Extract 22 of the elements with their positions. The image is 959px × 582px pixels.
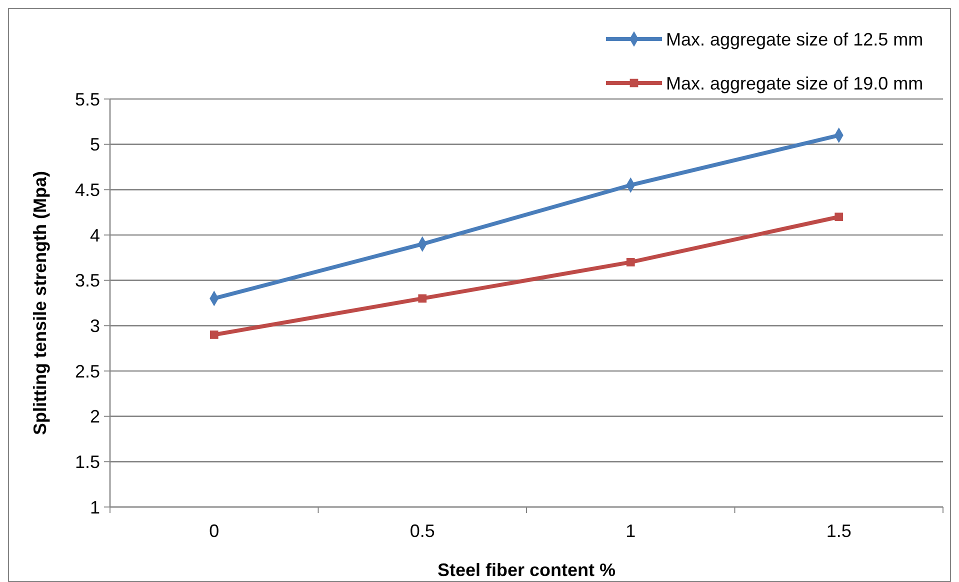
- y-tick-label: 4.5: [74, 180, 100, 200]
- y-tick-label: 3.5: [74, 270, 100, 291]
- y-tick-label: 3: [90, 316, 100, 336]
- x-tick-label: 1: [626, 521, 636, 541]
- x-tick-label: 0: [209, 521, 220, 541]
- point: [210, 330, 218, 339]
- y-tick-label: 1.5: [74, 452, 100, 472]
- point: [834, 212, 844, 222]
- y-tick-label: 5.5: [74, 89, 100, 110]
- x-tick-label: 1.5: [826, 521, 852, 541]
- y-axis-title: Splitting tensile strength (Mpa): [30, 170, 50, 435]
- y-tick-label: 2.5: [74, 361, 100, 382]
- y-tick-label: 2: [90, 406, 100, 427]
- x-tick-label: 0.5: [410, 521, 435, 541]
- y-tick-label: 5: [90, 134, 100, 155]
- point: [626, 258, 635, 266]
- y-tick-label: 4: [90, 225, 100, 246]
- y-tick-label: 1: [90, 497, 100, 518]
- x-axis-title: Steel fiber content %: [437, 560, 616, 580]
- legend-label: Max. aggregate size of 19.0 mm: [666, 73, 924, 94]
- point: [418, 294, 427, 303]
- legend-label: Max. aggregate size of 12.5 mm: [666, 29, 924, 50]
